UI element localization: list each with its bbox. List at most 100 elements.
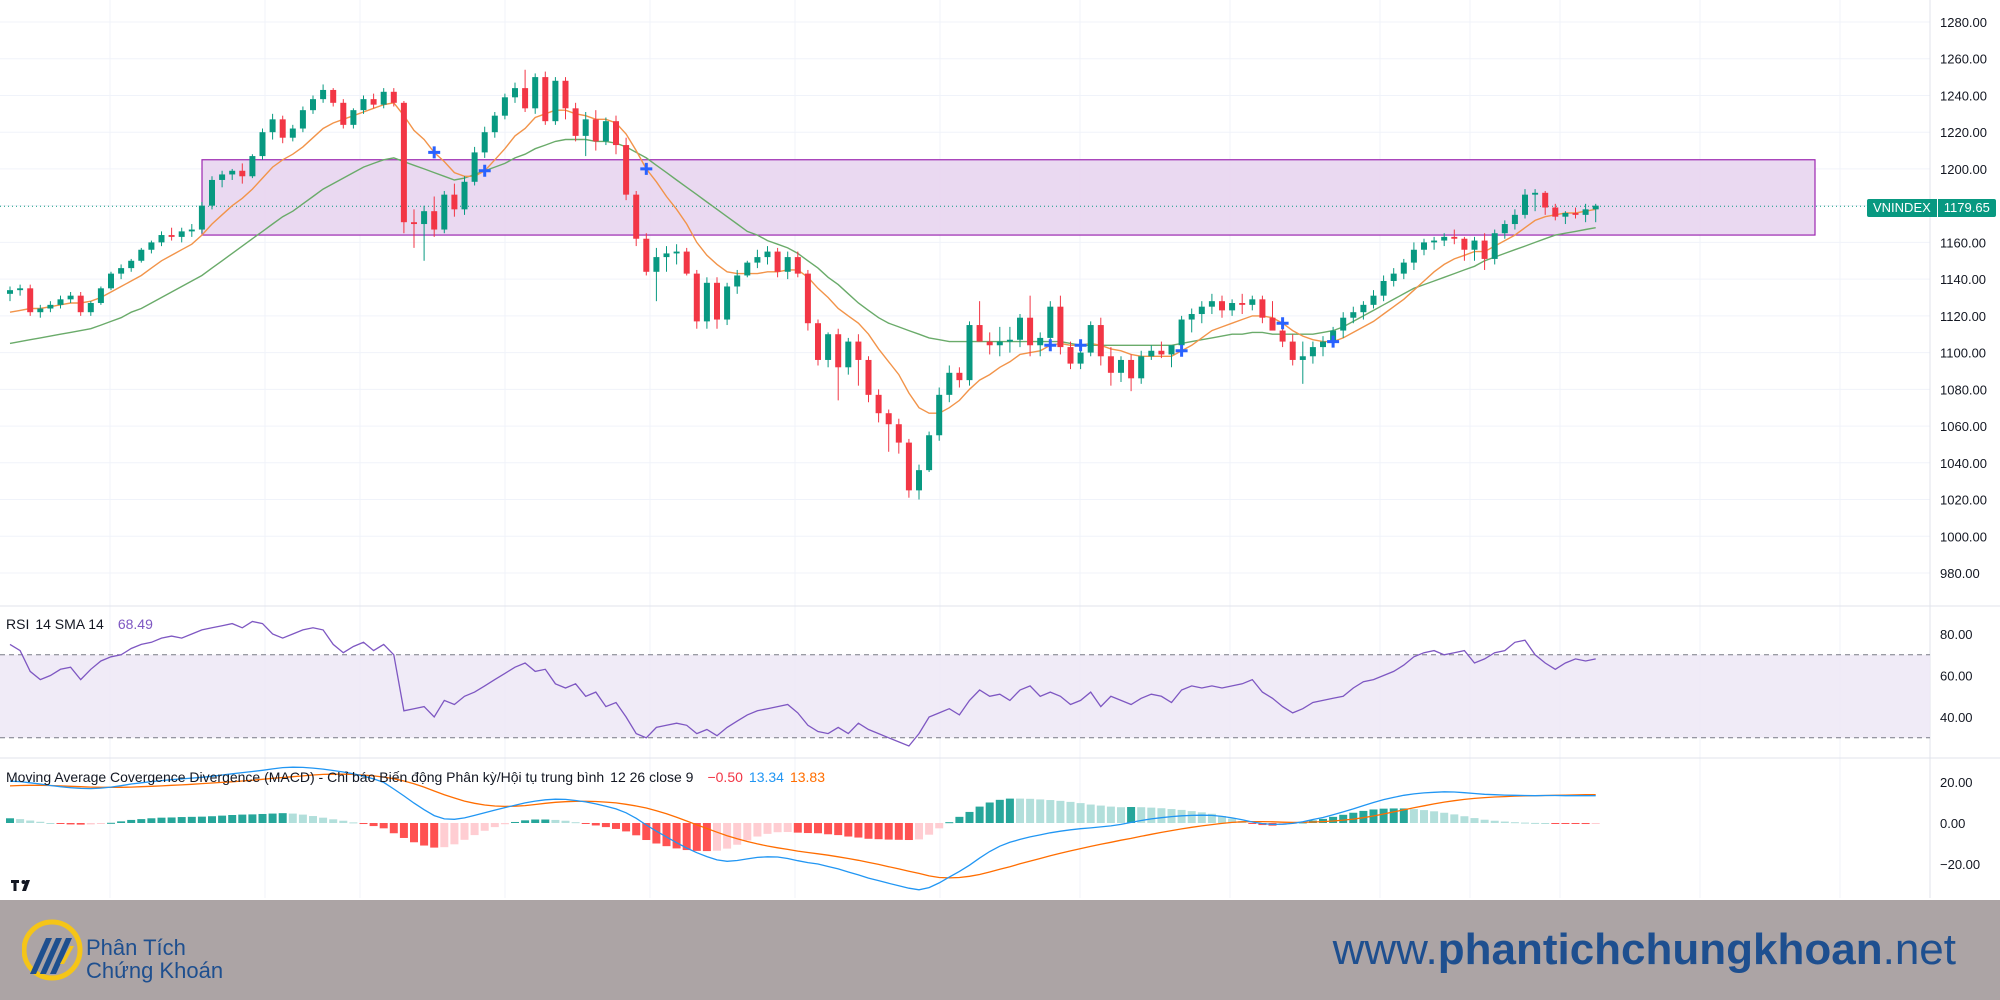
candle-body <box>1289 341 1296 360</box>
macd-histogram-bar <box>278 813 287 823</box>
candle-body <box>1178 319 1185 346</box>
candle-body <box>1532 192 1539 195</box>
brand-logo-icon <box>21 916 92 986</box>
macd-histogram-bar <box>1510 822 1519 824</box>
candle-body <box>905 442 912 491</box>
macd-histogram-bar <box>834 823 843 836</box>
price-axis-tick: 1200.00 <box>1940 162 1987 177</box>
macd-histogram-bar <box>430 823 439 848</box>
price-axis-tick: 1060.00 <box>1940 419 1987 434</box>
candle-body <box>87 303 94 313</box>
macd-histogram-bar <box>995 799 1004 823</box>
macd-histogram-bar <box>86 823 95 825</box>
candle-body <box>1107 356 1114 373</box>
macd-histogram-bar <box>975 806 984 823</box>
candle-body <box>501 97 508 116</box>
macd-histogram-bar <box>1561 823 1570 824</box>
macd-histogram-bar <box>1248 823 1257 824</box>
candle-body <box>572 108 579 136</box>
rsi-legend[interactable]: RSI 14 SMA 14 68.49 <box>6 616 159 632</box>
macd-histogram-bar <box>581 823 590 824</box>
candle-body <box>1168 345 1175 355</box>
candle-body <box>350 110 357 125</box>
rsi-line <box>9 620 1596 747</box>
macd-histogram-bar <box>1036 799 1045 823</box>
chart-area[interactable]: 1280.001260.001240.001220.001200.001180.… <box>0 0 2000 900</box>
candle-body <box>1592 205 1599 210</box>
chart-canvas[interactable]: 1280.001260.001240.001220.001200.001180.… <box>0 0 2000 900</box>
macd-histogram-bar <box>450 823 459 845</box>
candle-body <box>1542 192 1549 208</box>
macd-histogram-bar <box>1228 818 1237 823</box>
macd-histogram-bar <box>1076 803 1085 823</box>
candle-body <box>1471 240 1478 250</box>
candle-body <box>1138 356 1145 379</box>
macd-histogram-bar <box>218 815 227 823</box>
macd-histogram-bar <box>1066 801 1075 823</box>
macd-histogram-bar <box>1096 805 1105 823</box>
candle-body <box>380 91 387 105</box>
candle-body <box>562 80 569 109</box>
macd-histogram-bar <box>1339 814 1348 823</box>
macd-histogram-bar <box>511 821 519 823</box>
price-axis-tick: 1140.00 <box>1940 272 1986 287</box>
macd-histogram-bar <box>238 814 247 823</box>
candle-body <box>461 181 468 210</box>
macd-histogram-bar <box>702 823 711 852</box>
candle-body <box>976 325 983 342</box>
macd-histogram-bar <box>208 816 216 823</box>
macd-histogram-bar <box>1147 807 1156 823</box>
macd-histogram-bar <box>1207 813 1216 823</box>
candle-body <box>1410 249 1417 263</box>
macd-histogram-bar <box>1420 810 1428 823</box>
macd-histogram-bar <box>965 811 974 823</box>
macd-histogram-bar <box>1480 819 1489 823</box>
macd-histogram-bar <box>379 823 388 829</box>
candle-body <box>673 251 680 254</box>
macd-histogram-bar <box>915 823 923 840</box>
macd-histogram-bar <box>622 823 631 832</box>
footer-banner <box>0 900 2000 1000</box>
macd-histogram-bar <box>359 823 368 825</box>
candle-body <box>653 257 660 272</box>
candle-body <box>966 325 973 381</box>
macd-histogram-bar <box>541 819 550 823</box>
macd-histogram-bar <box>521 820 530 823</box>
macd-histogram-bar <box>1329 816 1338 823</box>
website-prefix: www. <box>1332 925 1438 974</box>
candle-body <box>37 308 44 313</box>
ma-fast-line <box>9 102 1596 414</box>
macd-histogram-bar <box>824 823 833 835</box>
macd-histogram-bar <box>329 819 338 823</box>
macd-legend[interactable]: Moving Average Covergence Divergence (MA… <box>6 769 831 785</box>
macd-histogram-bar <box>177 817 186 823</box>
website-url[interactable]: www.phantichchungkhoan.net <box>1333 925 1956 975</box>
macd-histogram-bar <box>1187 811 1196 823</box>
candle-body <box>1269 317 1276 331</box>
candle-body <box>1421 242 1427 250</box>
macd-histogram-bar <box>894 823 903 840</box>
candle-body <box>1380 280 1387 296</box>
candle-body <box>17 288 24 291</box>
tradingview-logo-icon[interactable] <box>10 877 36 893</box>
candle-body <box>118 268 125 274</box>
candle-body <box>219 174 226 180</box>
macd-histogram-bar <box>864 823 873 839</box>
brand-name-line1: Phân Tích <box>86 935 186 960</box>
price-axis-tick: 1040.00 <box>1940 456 1987 471</box>
macd-hist-value: −0.50 <box>707 769 743 785</box>
candle-body <box>1229 303 1236 311</box>
macd-histogram-bar <box>16 819 25 823</box>
candle-body <box>239 170 246 177</box>
candle-body <box>1148 350 1155 357</box>
candle-body <box>522 88 529 109</box>
candle-body <box>411 222 417 225</box>
macd-histogram-bar <box>925 823 934 835</box>
macd-histogram-bar <box>258 813 267 823</box>
macd-histogram-bar <box>874 823 883 840</box>
macd-histogram-bar <box>803 823 812 834</box>
macd-histogram-bar <box>713 823 721 851</box>
macd-axis-tick: 0.00 <box>1940 816 1965 831</box>
candle-body <box>47 304 54 309</box>
macd-histogram-bar <box>793 823 802 833</box>
